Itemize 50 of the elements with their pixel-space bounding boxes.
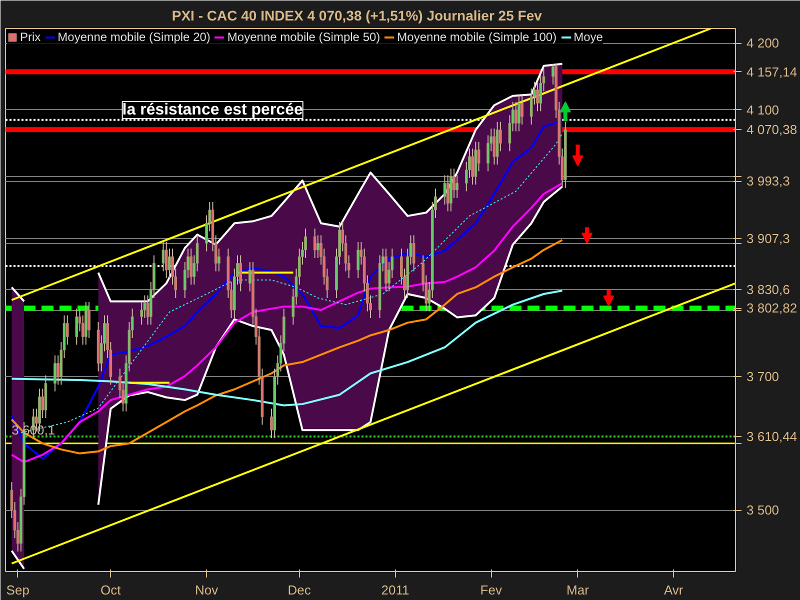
y-tick-label: 4 200 xyxy=(746,36,780,51)
candlestick xyxy=(456,174,459,198)
candlestick xyxy=(54,354,56,392)
ref-line-label: 4 070,38 xyxy=(746,122,798,138)
x-tick-label: Nov xyxy=(195,582,219,598)
legend-label: Moye xyxy=(574,30,603,44)
candlestick xyxy=(492,128,496,166)
line-series xyxy=(10,290,564,406)
x-tick-label: Sep xyxy=(6,582,30,598)
candlestick xyxy=(536,81,539,112)
y-tick-label: 3 907,3 xyxy=(746,230,790,246)
candlestick xyxy=(443,174,446,206)
y-tick-label: 4 100 xyxy=(746,102,780,118)
legend-label: Prix xyxy=(20,30,41,44)
x-tick-label: Mar xyxy=(566,582,590,598)
candlestick xyxy=(518,94,520,132)
candlestick xyxy=(88,302,90,339)
y-tick-label: 3 700 xyxy=(746,369,780,384)
candlestick xyxy=(313,228,316,258)
candlestick xyxy=(412,234,416,272)
candlestick xyxy=(520,94,524,126)
candlestick xyxy=(239,254,242,292)
legend-label: Moyenne mobile (Simple 100) xyxy=(397,30,557,44)
candlestick xyxy=(316,234,320,258)
candlestick xyxy=(75,308,78,346)
y-tick-label: 3 830,6 xyxy=(746,282,790,298)
candlestick xyxy=(162,241,165,272)
ref-line-label: 3 610,44 xyxy=(746,428,798,444)
candlestick xyxy=(164,241,168,278)
y-tick-label: 3 500 xyxy=(746,502,780,518)
chart-title: PXI - CAC 40 INDEX 4 070,38 (+1,51%) Journalier 25 Fev xyxy=(172,8,542,24)
y-tick-label: 3 993,3 xyxy=(746,174,790,189)
legend-label: Moyenne mobile (Simple 50) xyxy=(227,30,380,44)
annotation: la résistance est percée xyxy=(122,101,303,118)
candlestick xyxy=(446,174,450,212)
ref-line-label: 3 802,82 xyxy=(746,300,798,316)
ref-line-label: 4 157,14 xyxy=(746,64,798,80)
candlestick xyxy=(514,101,518,132)
line-series xyxy=(10,238,564,454)
candlestick xyxy=(190,248,193,286)
line-series xyxy=(10,182,564,464)
x-tick-label: 2011 xyxy=(381,582,410,598)
candlestick xyxy=(356,241,360,278)
x-tick-label: Oct xyxy=(100,582,122,598)
x-tick-label: Dec xyxy=(288,582,312,598)
candlestick xyxy=(168,248,171,278)
legend-label: Moyenne mobile (Simple 20) xyxy=(58,30,210,44)
x-tick-label: Fev xyxy=(480,582,502,598)
x-tick-label: Avr xyxy=(664,582,684,598)
candlestick xyxy=(471,148,474,186)
